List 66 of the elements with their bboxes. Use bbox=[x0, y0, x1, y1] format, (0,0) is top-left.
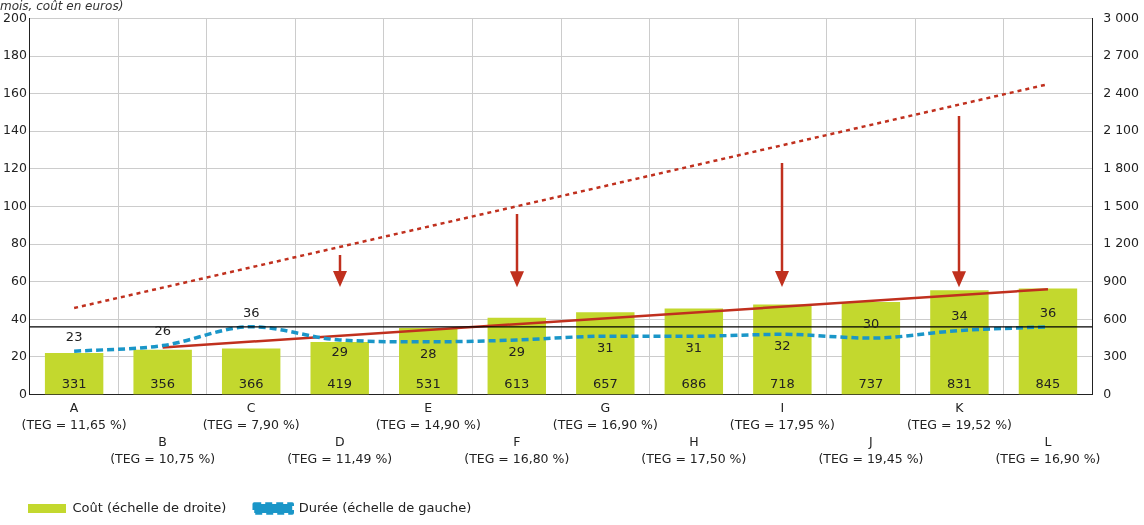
y2-tick-label: 1 200 bbox=[1103, 235, 1140, 251]
data-label: 31 bbox=[597, 340, 614, 356]
x-tick-label: L (TEG = 16,90 %) bbox=[995, 433, 1101, 466]
x-tick-label: F (TEG = 16,80 %) bbox=[464, 433, 570, 466]
y-tick-label: 80 bbox=[10, 235, 27, 251]
y2-tick-label: 600 bbox=[1103, 310, 1128, 326]
y-tick-label: 180 bbox=[3, 47, 27, 63]
y2-tick-label: 1 500 bbox=[1103, 197, 1140, 213]
data-label: 737 bbox=[858, 376, 884, 392]
y2-tick-label: 3 000 bbox=[1103, 9, 1140, 25]
data-label: 831 bbox=[947, 376, 972, 392]
bar bbox=[221, 348, 281, 395]
bar bbox=[1018, 288, 1078, 395]
x-tick-label: E (TEG = 14,90 %) bbox=[375, 400, 481, 433]
y-tick-label: 100 bbox=[3, 197, 27, 213]
y2-tick-label: 2 400 bbox=[1103, 84, 1140, 100]
y-tick-label: 40 bbox=[10, 310, 27, 326]
data-label: 36 bbox=[1039, 304, 1057, 320]
y2-tick-label: 0 bbox=[1103, 385, 1112, 401]
data-label: 29 bbox=[508, 343, 526, 359]
data-label: 331 bbox=[61, 376, 87, 392]
legend-label: Coût (échelle de droite) bbox=[72, 499, 227, 515]
data-label: 657 bbox=[592, 376, 618, 392]
y-tick-label: 20 bbox=[10, 348, 27, 364]
x-tick-label: B (TEG = 10,75 %) bbox=[110, 433, 216, 466]
legend-label: Durée (échelle de gauche) bbox=[298, 499, 472, 515]
x-tick-label: J (TEG = 19,45 %) bbox=[818, 433, 924, 466]
x-tick-label: C (TEG = 7,90 %) bbox=[202, 400, 300, 433]
x-tick-label: H (TEG = 17,50 %) bbox=[641, 433, 747, 466]
y-tick-label: 140 bbox=[3, 122, 27, 138]
data-label: 26 bbox=[154, 323, 171, 339]
data-label: 32 bbox=[774, 338, 791, 354]
x-tick-label: I (TEG = 17,95 %) bbox=[729, 400, 835, 433]
x-tick-label: K (TEG = 19,52 %) bbox=[906, 400, 1012, 433]
y2-tick-label: 2 100 bbox=[1103, 122, 1140, 138]
data-label: 366 bbox=[238, 376, 264, 392]
data-label: 419 bbox=[327, 376, 353, 392]
data-label: 613 bbox=[504, 376, 530, 392]
bar bbox=[310, 341, 369, 395]
y-tick-label: 160 bbox=[3, 84, 27, 100]
data-label: 718 bbox=[769, 376, 795, 392]
y2-tick-label: 1 800 bbox=[1103, 160, 1140, 176]
data-label: 36 bbox=[242, 304, 260, 320]
x-tick-label: D (TEG = 11,49 %) bbox=[287, 433, 393, 466]
data-label: 28 bbox=[419, 345, 437, 361]
data-label: 845 bbox=[1035, 376, 1061, 392]
bar bbox=[44, 353, 104, 395]
data-label: 34 bbox=[951, 308, 968, 324]
y-tick-label: 0 bbox=[18, 385, 27, 401]
x-tick-label: G (TEG = 16,90 %) bbox=[552, 400, 658, 433]
y2-tick-label: 900 bbox=[1103, 272, 1128, 288]
data-label: 356 bbox=[150, 376, 176, 392]
data-label: 29 bbox=[331, 343, 348, 359]
bar bbox=[133, 349, 192, 395]
data-label: 531 bbox=[415, 376, 441, 392]
bar bbox=[753, 304, 812, 395]
data-label: 31 bbox=[685, 340, 703, 356]
y2-tick-label: 2 700 bbox=[1103, 47, 1140, 63]
x-tick-label: A (TEG = 11,65 %) bbox=[21, 400, 127, 433]
bar bbox=[841, 302, 901, 395]
y2-tick-label: 300 bbox=[1103, 348, 1128, 364]
bar bbox=[930, 290, 989, 395]
data-label: 23 bbox=[65, 329, 83, 345]
y-tick-label: 60 bbox=[10, 272, 27, 288]
y-tick-label: 120 bbox=[3, 160, 27, 176]
data-label: 686 bbox=[681, 376, 707, 392]
